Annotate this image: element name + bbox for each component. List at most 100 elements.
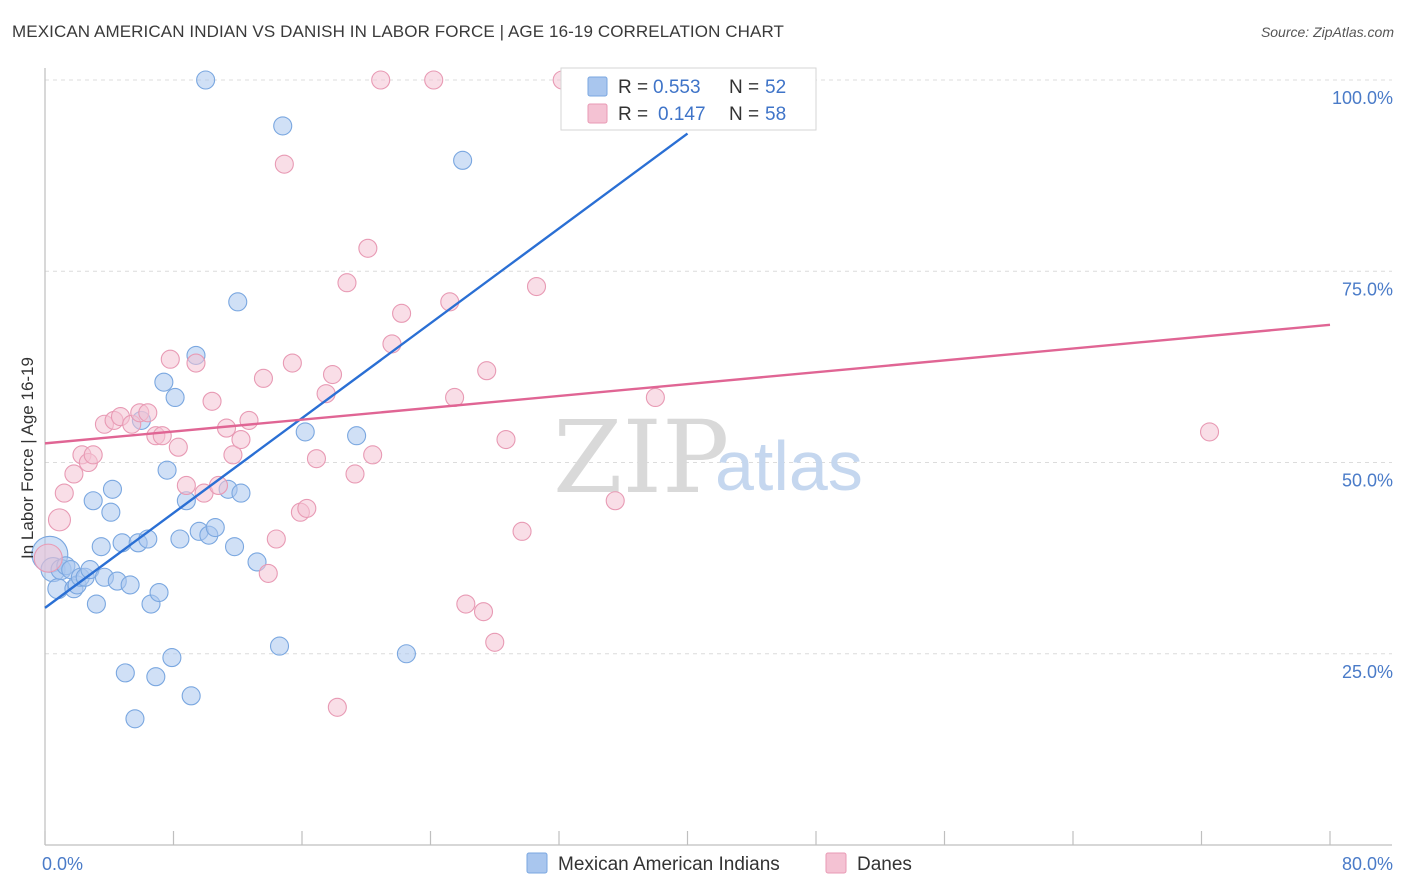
mexican-american-indians-point-27 xyxy=(149,582,169,603)
danes-point-29 xyxy=(274,154,294,174)
mexican-american-indians-point-49 xyxy=(396,644,416,664)
danes-point-51 xyxy=(496,429,516,450)
y-axis-label: In Labor Force | Age 16-19 xyxy=(18,357,37,559)
bottom-legend-swatch-mexican-american-indians xyxy=(526,852,548,874)
mexican-american-indians-point-43 xyxy=(231,483,251,503)
danes-point-35 xyxy=(322,364,343,385)
correlation-legend: R = 0.553 N = 52 R = 0.147 N = 58 xyxy=(560,67,817,131)
chart-title: MEXICAN AMERICAN INDIAN VS DANISH IN LAB… xyxy=(12,22,785,41)
danes-point-48 xyxy=(473,602,494,622)
danes-point-30 xyxy=(282,353,302,373)
danes-point-41 xyxy=(371,70,391,90)
danes-point-53 xyxy=(526,276,547,297)
legend-swatch-mexican-american-indians xyxy=(587,76,608,97)
legend-n-value-1: 52 xyxy=(765,77,786,98)
danes-point-56 xyxy=(645,387,665,408)
mexican-american-indians-point-42 xyxy=(228,292,248,312)
danes-point-43 xyxy=(392,303,412,323)
mexican-american-indians-point-20 xyxy=(120,575,140,595)
mexican-american-indians-point-11 xyxy=(83,491,103,511)
danes-point-26 xyxy=(253,368,274,388)
y-tick-label-100: 100.0% xyxy=(1332,88,1393,108)
danes-point-33 xyxy=(306,449,327,469)
y-tick-label-75: 75.0% xyxy=(1342,279,1393,299)
mexican-american-indians-point-29 xyxy=(157,460,177,480)
danes-point-37 xyxy=(337,273,357,293)
danes-point-12 xyxy=(138,403,158,423)
danes-point-20 xyxy=(202,391,222,411)
danes-point-3 xyxy=(64,464,84,484)
mexican-american-indians-trend-line xyxy=(44,132,689,609)
legend-n-label-1: N = xyxy=(729,77,759,98)
x-tick-label-0: 0.0% xyxy=(42,854,83,874)
danes-point-52 xyxy=(512,521,532,541)
mexican-american-indians-point-47 xyxy=(295,422,315,442)
mexican-american-indians-point-16 xyxy=(102,479,123,499)
legend-r-value-1: 0.553 xyxy=(653,77,701,98)
trend-lines xyxy=(44,132,1331,609)
danes-point-46 xyxy=(445,387,465,408)
danes-point-57 xyxy=(1199,422,1220,442)
mexican-american-indians-point-28 xyxy=(154,372,174,392)
danes-point-18 xyxy=(186,353,206,373)
danes-point-16 xyxy=(168,437,188,457)
bottom-legend-label-danes: Danes xyxy=(857,854,912,875)
mexican-american-indians-point-46 xyxy=(273,116,293,136)
danes-point-1 xyxy=(47,508,72,532)
mexican-american-indians-point-50 xyxy=(453,150,473,170)
series-danes-points xyxy=(33,70,1220,717)
x-tick-labels: 0.0% 80.0% xyxy=(42,854,1393,874)
watermark: ZIP atlas xyxy=(553,399,863,516)
mexican-american-indians-point-32 xyxy=(170,529,190,549)
legend-n-label-2: N = xyxy=(729,104,759,125)
danes-point-14 xyxy=(152,426,172,446)
danes-point-32 xyxy=(297,498,317,518)
danes-point-15 xyxy=(160,349,180,369)
danes-point-44 xyxy=(424,70,444,90)
mexican-american-indians-point-19 xyxy=(115,663,135,683)
mexican-american-indians-point-37 xyxy=(196,70,216,90)
legend-swatch-danes xyxy=(587,103,608,124)
mexican-american-indians-point-31 xyxy=(165,387,185,408)
bottom-legend-label-mexican-american-indians: Mexican American Indians xyxy=(558,854,780,875)
series-legend: Mexican American Indians Danes xyxy=(526,852,912,875)
danes-point-24 xyxy=(231,429,251,450)
danes-point-36 xyxy=(327,697,347,717)
danes-point-50 xyxy=(485,632,505,652)
mexican-american-indians-point-45 xyxy=(269,636,290,656)
legend-r-label-1: R = xyxy=(618,77,648,98)
danes-point-55 xyxy=(605,491,625,511)
danes-point-40 xyxy=(363,445,383,465)
danes-point-49 xyxy=(477,361,497,381)
axes xyxy=(44,68,1392,846)
y-tick-label-25: 25.0% xyxy=(1342,662,1393,682)
danes-point-17 xyxy=(176,475,196,496)
danes-point-0 xyxy=(33,543,63,573)
mexican-american-indians-point-13 xyxy=(91,537,111,557)
legend-r-value-2: 0.147 xyxy=(658,104,706,125)
danes-point-38 xyxy=(345,464,365,484)
legend-n-value-2: 58 xyxy=(765,104,786,125)
mexican-american-indians-point-21 xyxy=(125,709,145,729)
gridlines xyxy=(45,79,1392,655)
mexican-american-indians-point-15 xyxy=(101,502,121,522)
danes-point-47 xyxy=(456,594,476,614)
mexican-american-indians-point-44 xyxy=(247,552,267,572)
bottom-legend-swatch-danes xyxy=(825,852,847,874)
danes-point-27 xyxy=(258,563,278,583)
danes-point-42 xyxy=(382,334,402,354)
legend-r-label-2: R = xyxy=(618,104,648,125)
mexican-american-indians-point-48 xyxy=(347,426,367,446)
mexican-american-indians-point-39 xyxy=(205,517,225,538)
danes-point-2 xyxy=(54,483,74,503)
danes-point-28 xyxy=(266,529,286,549)
danes-point-6 xyxy=(83,445,103,465)
source-credit: Source: ZipAtlas.com xyxy=(1260,24,1394,40)
danes-point-39 xyxy=(358,238,378,258)
watermark-atlas: atlas xyxy=(715,427,863,505)
mexican-american-indians-point-41 xyxy=(224,537,245,557)
mexican-american-indians-point-30 xyxy=(162,648,182,668)
y-tick-labels: 25.0% 50.0% 75.0% 100.0% xyxy=(1332,88,1393,682)
mexican-american-indians-point-34 xyxy=(181,686,201,706)
